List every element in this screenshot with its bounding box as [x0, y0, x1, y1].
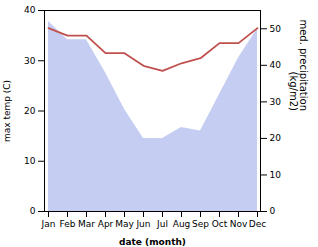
svg-text:40: 40 [270, 60, 282, 70]
svg-text:Jul: Jul [156, 219, 168, 229]
svg-text:20: 20 [270, 133, 282, 143]
svg-text:Nov: Nov [230, 219, 248, 229]
svg-text:10: 10 [270, 170, 282, 180]
svg-text:0: 0 [30, 206, 36, 216]
svg-text:Jun: Jun [135, 219, 150, 229]
svg-text:Dec: Dec [249, 219, 266, 229]
svg-text:Apr: Apr [98, 219, 114, 229]
svg-text:50: 50 [270, 24, 282, 34]
svg-text:May: May [115, 219, 134, 229]
svg-text:20: 20 [24, 106, 36, 116]
svg-text:Feb: Feb [60, 219, 76, 229]
svg-text:date (month): date (month) [119, 237, 186, 247]
svg-text:Mar: Mar [78, 219, 95, 229]
svg-text:Sep: Sep [192, 219, 209, 229]
svg-text:30: 30 [24, 56, 36, 66]
svg-text:40: 40 [24, 5, 36, 15]
svg-text:30: 30 [270, 97, 282, 107]
svg-text:Jan: Jan [41, 219, 56, 229]
svg-text:0: 0 [270, 206, 276, 216]
svg-text:max temp (C): max temp (C) [2, 80, 12, 142]
svg-text:Oct: Oct [212, 219, 228, 229]
svg-text:Aug: Aug [173, 219, 191, 229]
svg-text:med. precipitation(kg/m2): med. precipitation(kg/m2) [288, 19, 309, 111]
svg-text:10: 10 [24, 156, 36, 166]
